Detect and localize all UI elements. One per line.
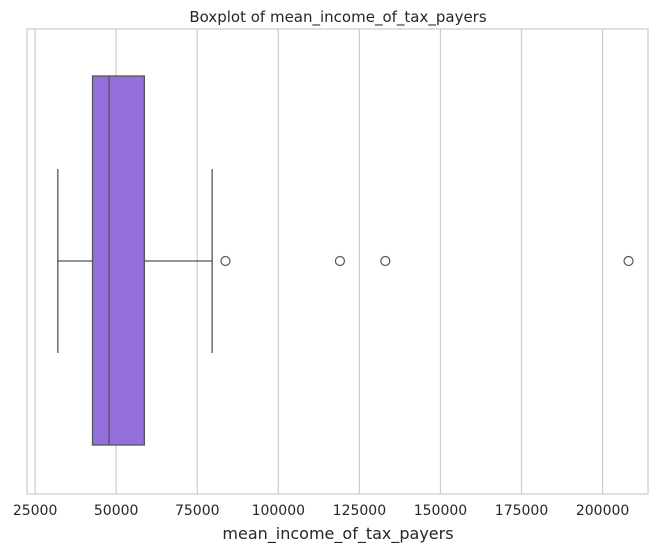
x-tick-label: 100000 xyxy=(252,503,305,519)
x-tick-label: 200000 xyxy=(576,503,629,519)
x-tick-label: 75000 xyxy=(175,503,220,519)
x-tick-label: 150000 xyxy=(414,503,467,519)
interquartile-box xyxy=(91,75,146,446)
x-axis-label: mean_income_of_tax_payers xyxy=(222,524,453,544)
x-tick-label: 25000 xyxy=(13,503,58,519)
x-tick-label: 175000 xyxy=(495,503,548,519)
outlier-point xyxy=(220,255,231,267)
outlier-point xyxy=(334,255,346,267)
x-tick-label: 50000 xyxy=(94,503,139,519)
outlier-point xyxy=(380,255,391,267)
plot-area-frame xyxy=(26,28,649,495)
box-group xyxy=(57,75,634,446)
x-tick-labels: 25000 50000 75000 100000 125000 150000 175000 2… xyxy=(13,503,629,519)
x-tick-label: 125000 xyxy=(333,503,386,519)
chart-title: Boxplot of mean_income_of_tax_payers xyxy=(189,8,486,27)
outlier-point xyxy=(623,255,634,267)
